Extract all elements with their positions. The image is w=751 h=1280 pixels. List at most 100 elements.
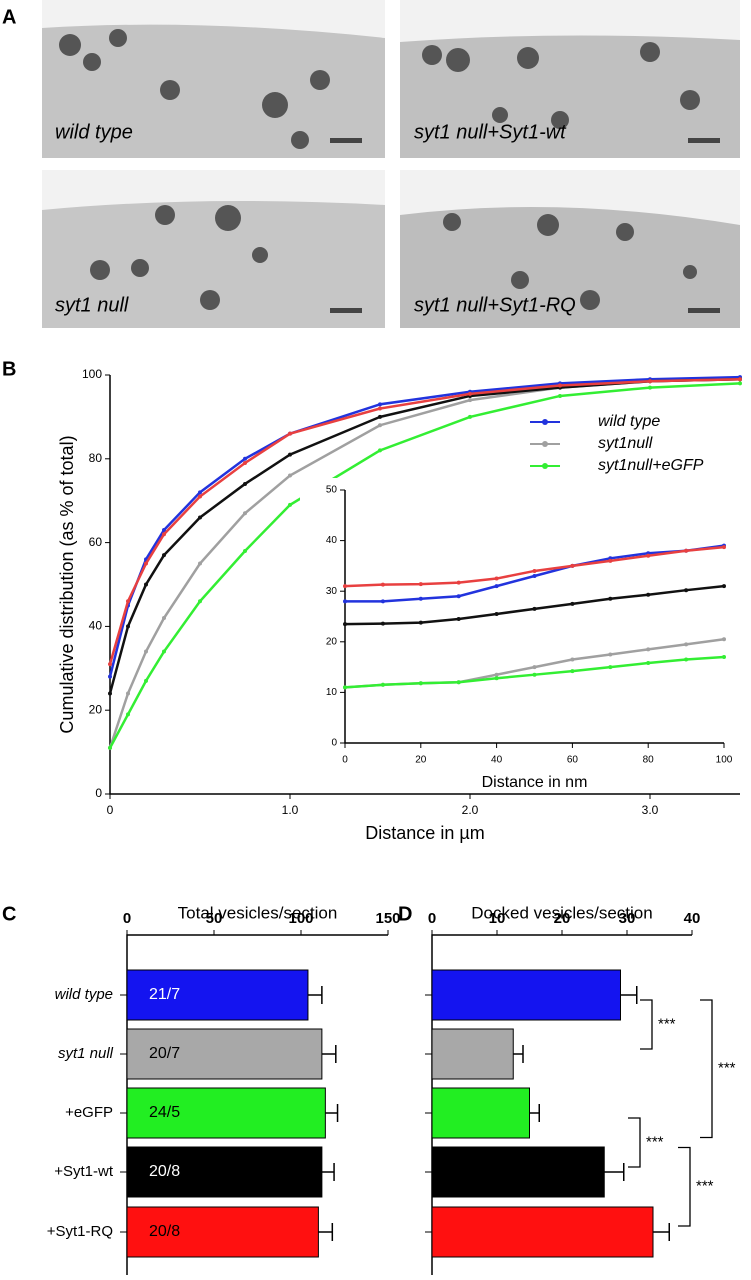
y-tick-label: syt1 null — [58, 1045, 114, 1062]
point — [243, 456, 247, 461]
x-tick-label: 100 — [288, 910, 313, 927]
point — [722, 654, 726, 659]
series-line — [108, 377, 741, 694]
point — [198, 515, 202, 520]
point — [380, 621, 385, 626]
significance-bracket — [700, 999, 713, 1139]
n-label: 20/8 — [149, 1163, 180, 1180]
point — [162, 649, 166, 654]
legend-label: syt1null — [598, 435, 653, 452]
x-tick-label: 20 — [415, 755, 427, 766]
point — [126, 624, 130, 629]
point — [380, 682, 385, 687]
x-tick-label: 0 — [107, 803, 114, 817]
x-axis-label: Distance in nm — [482, 774, 588, 791]
point — [144, 678, 148, 683]
point — [243, 481, 247, 486]
point — [288, 473, 292, 478]
x-tick-label: 0 — [123, 910, 131, 927]
bar — [431, 1087, 530, 1139]
y-tick-label: wild type — [55, 986, 113, 1003]
point — [558, 383, 562, 388]
error-bar — [653, 1223, 670, 1241]
error-bar — [513, 1045, 524, 1063]
point — [108, 745, 112, 750]
y-tick-label: 0 — [95, 786, 102, 800]
image-label: syt1 null — [55, 294, 129, 316]
point — [418, 596, 423, 601]
chart-title: Total vesicles/section — [178, 903, 338, 922]
panel-label: A — [2, 6, 16, 28]
n-label: 21/7 — [149, 986, 180, 1003]
y-tick-label: 40 — [326, 535, 338, 546]
point — [378, 406, 382, 411]
point — [722, 584, 726, 589]
point — [288, 502, 292, 507]
vesicles — [59, 29, 700, 310]
scale-bars — [330, 138, 720, 313]
point — [570, 563, 575, 568]
point — [456, 594, 461, 599]
point — [532, 606, 537, 611]
point — [126, 599, 130, 604]
x-tick-label: 40 — [491, 755, 503, 766]
y-tick-label: 40 — [89, 619, 103, 633]
y-tick-label: 50 — [326, 485, 338, 496]
point — [646, 553, 651, 558]
n-label: 20/7 — [149, 1045, 180, 1062]
y-tick-label: 0 — [331, 738, 337, 749]
point — [468, 414, 472, 419]
point — [722, 545, 726, 550]
bar — [126, 969, 309, 1021]
y-tick-label: 20 — [89, 702, 103, 716]
error-bar — [318, 1223, 334, 1241]
point — [378, 448, 382, 453]
point — [468, 398, 472, 403]
point — [494, 584, 499, 589]
point — [343, 622, 347, 627]
cell-exterior — [42, 0, 740, 225]
point — [418, 582, 423, 587]
point — [126, 712, 130, 717]
point — [494, 672, 499, 677]
x-tick-label: 50 — [206, 910, 223, 927]
point — [494, 611, 499, 616]
bar — [126, 1206, 319, 1258]
point — [418, 620, 423, 625]
y-tick-label: +eGFP — [65, 1104, 113, 1121]
x-tick-label: 20 — [554, 910, 571, 927]
x-tick-label: 0 — [428, 910, 436, 927]
point — [456, 580, 461, 585]
bar — [431, 969, 621, 1021]
point — [162, 553, 166, 558]
x-tick-label: 2.0 — [462, 803, 479, 817]
y-tick-label: 30 — [326, 586, 338, 597]
series-line — [108, 377, 741, 665]
legend-marker — [542, 419, 548, 425]
x-tick-label: 150 — [375, 910, 400, 927]
point — [646, 661, 651, 666]
point — [144, 582, 148, 587]
x-tick-label: 0 — [342, 755, 348, 766]
point — [494, 576, 499, 581]
point — [456, 680, 461, 685]
point — [738, 377, 742, 382]
error-bar — [620, 986, 638, 1004]
point — [198, 494, 202, 499]
point — [288, 431, 292, 436]
point — [198, 490, 202, 495]
legend-label: syt1null+eGFP — [598, 457, 704, 474]
point — [108, 674, 112, 679]
bar — [431, 1028, 514, 1080]
point — [198, 561, 202, 566]
point — [243, 548, 247, 553]
significance-label: *** — [696, 1178, 714, 1195]
point — [722, 637, 726, 642]
legend-marker — [542, 441, 548, 447]
point — [608, 596, 613, 601]
point — [468, 391, 472, 396]
point — [494, 676, 499, 681]
point — [378, 423, 382, 428]
x-tick-label: 3.0 — [642, 803, 659, 817]
